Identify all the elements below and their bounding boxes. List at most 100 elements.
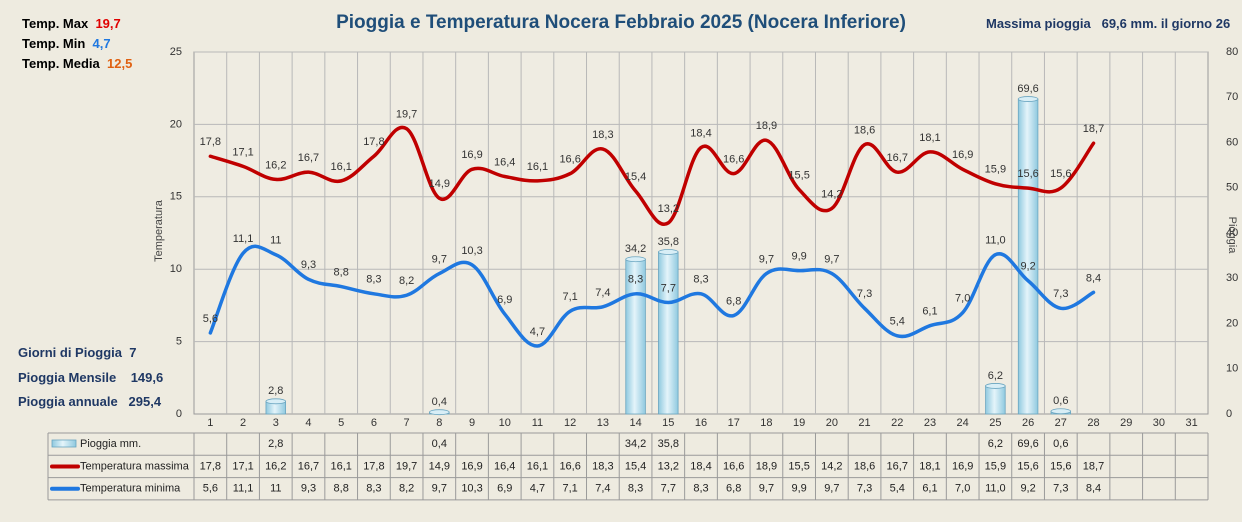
temp-max-point [372,155,375,158]
temp-max-point [536,179,539,182]
temp-max-point [928,150,931,153]
temp-max-data-label: 16,9 [461,149,482,161]
temp-min-data-label: 11,1 [233,233,254,245]
y-tick-right: 0 [1226,408,1232,420]
y-tick-right: 70 [1226,91,1238,103]
y-tick-left: 20 [170,118,182,130]
table-cell: 18,3 [592,460,613,472]
temp-min-data-label: 9,2 [1020,261,1035,273]
table-cell: 17,8 [200,460,221,472]
table-cell: 6,2 [988,438,1003,450]
temp-min-point [274,253,277,256]
x-tick-label: 10 [499,417,511,429]
temp-min-point [896,334,899,337]
temp-max-point [405,127,408,130]
temp-max-data-label: 18,3 [592,129,613,141]
temp-max-data-label: 19,7 [396,109,417,121]
table-cell: 7,4 [595,483,610,495]
y-tick-right: 50 [1226,182,1238,194]
temp-max-data-label: 16,7 [887,152,908,164]
x-tick-label: 24 [957,417,969,429]
x-tick-label: 21 [858,417,870,429]
rain-bar-cap [625,256,646,263]
temp-max-point [307,171,310,174]
x-tick-label: 16 [695,417,707,429]
temp-min-point [700,292,703,295]
table-cell: 6,9 [497,483,512,495]
table-cell: 5,4 [890,483,905,495]
table-cell: 35,8 [658,438,679,450]
table-cell: 18,1 [919,460,940,472]
temp-max-data-label: 15,5 [788,169,809,181]
table-cell: 17,1 [232,460,253,472]
temp-min-point [863,307,866,310]
table-cell: 9,7 [824,483,839,495]
temp-min-point [209,331,212,334]
x-tick-label: 25 [989,417,1001,429]
temp-max-data-label: 18,1 [919,132,940,144]
table-cell: 8,8 [334,483,349,495]
rain-bar [658,251,679,415]
x-tick-label: 31 [1186,417,1198,429]
table-cell: 18,4 [690,460,711,472]
temp-max-data-label: 15,4 [625,171,646,183]
x-tick-label: 6 [371,417,377,429]
stat-value: 19,7 [95,16,121,31]
temp-max-point [634,190,637,193]
x-tick-label: 26 [1022,417,1034,429]
temp-max-point [601,148,604,151]
table-cell: 17,8 [363,460,384,472]
max-rain-value: 69,6 mm. il giorno 26 [1101,16,1231,31]
x-tick-label: 13 [597,417,609,429]
y-tick-right: 80 [1226,46,1238,58]
temp-max-data-label: 16,9 [952,149,973,161]
temp-max-data-label: 17,1 [232,146,253,158]
temp-min-point [438,272,441,275]
temp-max-data-label: 16,6 [559,154,580,166]
x-tick-label: 7 [404,417,410,429]
x-tick-label: 2 [240,417,246,429]
table-cell: 6,8 [726,483,741,495]
table-cell: 15,9 [985,460,1006,472]
rain-bar-cap [658,249,679,255]
table-cell: 11,1 [233,483,254,495]
table-cell: 4,7 [530,483,545,495]
table-cell: 16,4 [494,460,515,472]
y-tick-right: 10 [1226,363,1238,375]
temp-max-line [208,125,1096,226]
x-tick-label: 12 [564,417,576,429]
stat-rain-month: Pioggia Mensile 149,6 [18,370,163,385]
temp-min-data-label: 6,1 [922,306,937,318]
temp-max-data-label: 17,8 [200,136,221,148]
x-tick-label: 14 [629,417,641,429]
temp-min-point [471,263,474,266]
table-cell: 7,1 [563,483,578,495]
x-tick-label: 23 [924,417,936,429]
y-tick-left: 0 [176,408,182,420]
temp-min-point [634,292,637,295]
temp-max-data-label: 14,9 [429,178,450,190]
table-cell: 16,9 [952,460,973,472]
temp-max-point [1027,187,1030,190]
table-cell: 14,2 [821,460,842,472]
temp-min-data-label: 8,3 [693,274,708,286]
table-cell: 5,6 [203,483,218,495]
table-cell: 14,9 [429,460,450,472]
temp-min-data-label: 9,3 [301,259,316,271]
x-tick-label: 27 [1055,417,1067,429]
y-tick-right: 40 [1226,227,1238,239]
legend-key-rain [51,439,77,448]
stat-label: Temp. Max [22,16,89,31]
x-tick-label: 20 [826,417,838,429]
table-cell: 16,7 [887,460,908,472]
x-tick-label: 17 [728,417,740,429]
data-table: Pioggia mm. 2,8 0,4 34,2 35,8 6,2 69,6 0,6 Tempe… [47,432,1209,501]
table-cell: 15,6 [1017,460,1038,472]
temp-min-data-label: 11,0 [985,235,1006,247]
temp-min-point [765,272,768,275]
x-tick-label: 8 [436,417,442,429]
y-axis-title-left: Temperatura [153,199,165,262]
temp-min-data-label: 9,7 [759,253,774,265]
temp-max-data-label: 18,9 [756,120,777,132]
